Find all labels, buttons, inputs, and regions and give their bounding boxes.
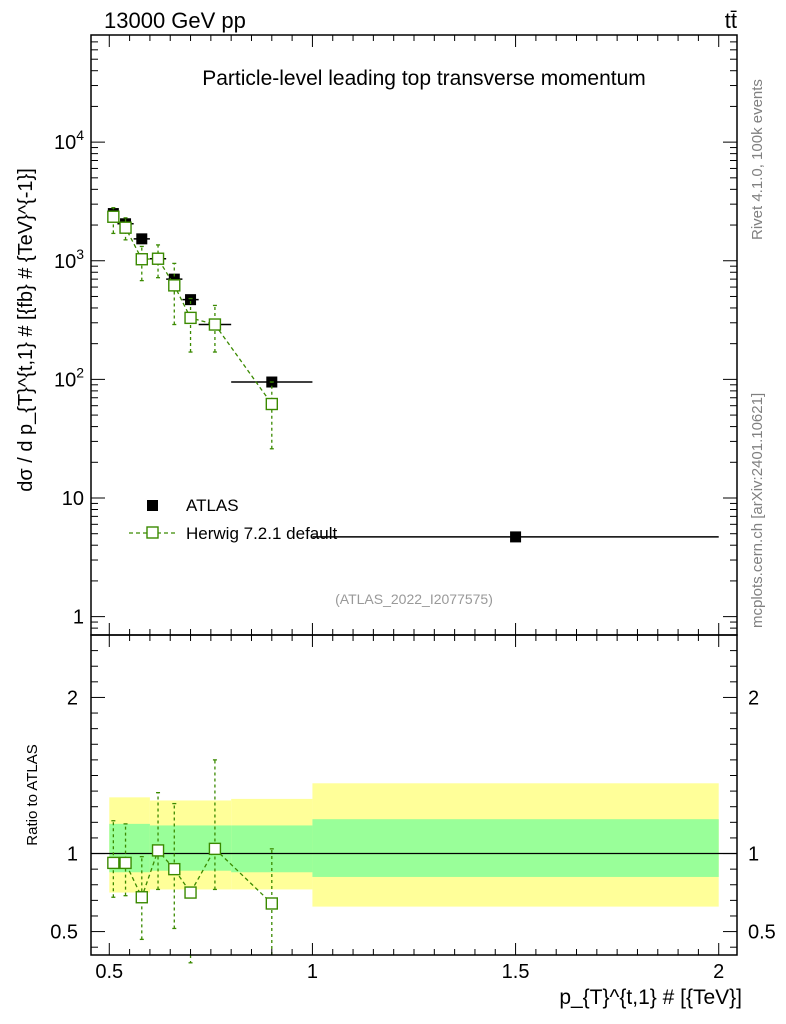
legend-herwig-label: Herwig 7.2.1 default <box>186 524 337 543</box>
herwig-point <box>107 210 120 223</box>
ratio-panel: 0.5 1 1.5 2 0.5 0.5 1 1 2 2 Ratio to ATLAS p_{T}^… <box>24 634 776 1009</box>
ratio-herwig-point <box>151 844 165 857</box>
herwig-point <box>119 221 132 234</box>
main-y-tick-label: 104 <box>54 127 84 154</box>
ratio-plot-marks <box>91 759 737 964</box>
mcplots-label: mcplots.cern.ch [arXiv:2401.10621] <box>749 393 766 628</box>
atlas-point <box>510 531 522 543</box>
main-y-axis-label: dσ / d p_{T}^{t,1} # [{fb} # {TeV}^{-1}] <box>15 168 37 492</box>
atlas-point <box>136 233 148 245</box>
ratio-y-axis-label: Ratio to ATLAS <box>24 744 41 845</box>
ratio-herwig-point <box>265 897 278 910</box>
main-axes: 1 10 102 103 104 <box>54 34 737 636</box>
herwig-point <box>184 311 197 325</box>
herwig-line <box>112 216 273 405</box>
analysis-id: (ATLAS_2022_I2077575) <box>335 591 493 607</box>
ratio-herwig-point <box>184 886 197 899</box>
herwig-point <box>135 253 148 266</box>
energy-label: 13000 GeV pp <box>104 8 246 33</box>
process-label: tt̄ <box>725 8 737 33</box>
main-y-tick-label: 102 <box>54 364 84 391</box>
ratio-axes: 0.5 1 1.5 2 0.5 0.5 1 1 2 2 <box>50 634 776 983</box>
main-title: Particle-level leading top transverse mo… <box>202 67 646 90</box>
ratio-herwig-point <box>107 856 120 870</box>
main-y-tick-label: 103 <box>54 246 84 273</box>
x-tick-label: 0.5 <box>95 961 123 983</box>
main-y-tick-label-exponent: 4 <box>76 127 84 143</box>
x-tick-label: 2 <box>713 961 724 983</box>
ratio-y-tick-label-right: 1 <box>748 844 759 866</box>
legend: ATLAS Herwig 7.2.1 default <box>129 496 337 543</box>
main-y-tick-label-exponent: 3 <box>76 246 84 262</box>
ratio-band-inner <box>312 819 719 877</box>
ratio-y-tick-label: 1 <box>67 844 78 866</box>
main-plot-marks <box>107 207 719 543</box>
herwig-point <box>168 279 181 292</box>
main-y-tick-label: 1 <box>73 607 84 629</box>
x-tick-label: 1 <box>307 961 318 983</box>
legend-herwig-marker <box>146 526 159 539</box>
ratio-herwig-line <box>113 847 273 904</box>
ratio-y-tick-label: 0.5 <box>50 922 78 944</box>
legend-atlas-label: ATLAS <box>186 496 239 515</box>
main-y-tick-label-exponent: 2 <box>76 364 84 380</box>
ratio-herwig-point <box>208 842 222 856</box>
legend-atlas-marker <box>147 500 158 511</box>
main-y-tick-label: 10 <box>62 488 84 510</box>
main-plot-frame <box>90 34 738 636</box>
rivet-version-label: Rivet 4.1.0, 100k events <box>749 79 766 240</box>
herwig-point <box>151 252 165 265</box>
ratio-y-tick-label: 2 <box>67 687 78 709</box>
herwig-point <box>265 397 278 411</box>
main-panel: 1 10 102 103 104 Particle-level leading top … <box>15 34 738 636</box>
ratio-herwig-point <box>119 856 132 870</box>
ratio-herwig-point <box>168 862 181 876</box>
herwig-point <box>208 318 222 331</box>
x-axis-label: p_{T}^{t,1} # [{TeV}] <box>559 986 742 1009</box>
atlas-point <box>185 294 197 306</box>
ratio-y-tick-label-right: 2 <box>748 687 759 709</box>
ratio-y-tick-label-right: 0.5 <box>748 922 776 944</box>
ratio-herwig-point <box>135 891 148 904</box>
x-tick-label: 1.5 <box>502 961 530 983</box>
atlas-point <box>168 273 180 285</box>
